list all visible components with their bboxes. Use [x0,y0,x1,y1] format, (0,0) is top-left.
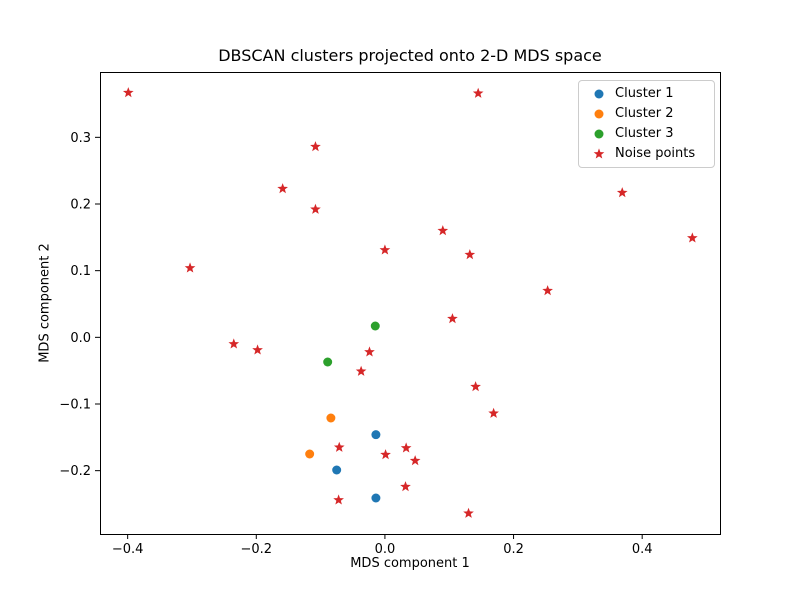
data-point-star [364,346,375,357]
series-cluster-1 [332,430,381,503]
data-point-circle [326,413,336,423]
x-axis-label: MDS component 1 [350,556,470,571]
legend-item-label: Cluster 2 [615,106,674,121]
data-point-star [228,338,240,349]
legend-item-cluster-3: Cluster 3 [579,127,714,141]
y-tick-label: −0.1 [59,398,91,413]
data-point-star [310,203,321,214]
legend-item-label: Noise points [615,146,696,161]
data-point-star [277,183,288,194]
data-point-star [447,313,458,324]
y-axis-label: MDS component 2 [37,243,53,363]
data-point-star [184,262,196,273]
data-point-star [687,232,698,243]
legend: Cluster 1 Cluster 2 Cluster 3 Noise points [578,80,715,168]
chart-title: DBSCAN clusters projected onto 2-D MDS s… [218,46,602,65]
series-noise-points [122,87,698,518]
y-tick-label: 0.2 [70,198,91,213]
circle-marker-icon [594,109,604,119]
x-tick-label: 0.4 [632,542,653,557]
y-tick-label: 0.1 [70,264,91,279]
data-point-circle [305,449,315,459]
data-point-star [379,244,391,255]
legend-item-noise-points: Noise points [579,147,714,161]
data-point-star [333,441,345,452]
data-point-star [616,187,628,198]
legend-item-cluster-2: Cluster 2 [579,107,714,121]
legend-item-label: Cluster 1 [615,86,674,101]
data-point-star [464,249,476,260]
legend-item-cluster-1: Cluster 1 [579,87,714,101]
data-point-circle [332,465,342,475]
circle-marker-icon [594,89,604,99]
y-tick-label: −0.2 [59,464,91,479]
y-tick-label: 0.3 [70,131,91,146]
data-point-star [470,381,481,392]
axes-frame [100,72,721,535]
data-point-star [400,481,411,492]
legend-item-label: Cluster 3 [615,126,674,141]
data-point-circle [370,321,380,331]
data-point-star [409,455,421,466]
y-tick-label: 0.0 [70,331,91,346]
data-point-star [122,87,134,98]
data-point-star [542,285,553,296]
data-point-circle [371,430,381,440]
data-point-star [380,449,391,460]
star-marker-icon [593,148,605,159]
data-point-star [437,225,449,236]
x-tick-label: 0.0 [375,542,396,557]
data-point-star [333,494,344,505]
data-point-star [252,344,263,355]
data-point-star [472,87,484,98]
data-point-circle [371,493,381,503]
data-point-star [463,507,474,518]
series-cluster-2 [305,413,336,459]
x-tick-label: 0.2 [503,542,524,557]
x-tick-label: −0.4 [112,542,144,557]
x-tick-label: −0.2 [240,542,272,557]
circle-marker-icon [594,129,604,139]
data-point-star [310,141,321,152]
data-point-star [488,407,499,418]
data-point-star [400,442,412,453]
data-point-circle [323,357,333,367]
data-point-star [355,365,367,376]
series-cluster-3 [323,321,380,367]
